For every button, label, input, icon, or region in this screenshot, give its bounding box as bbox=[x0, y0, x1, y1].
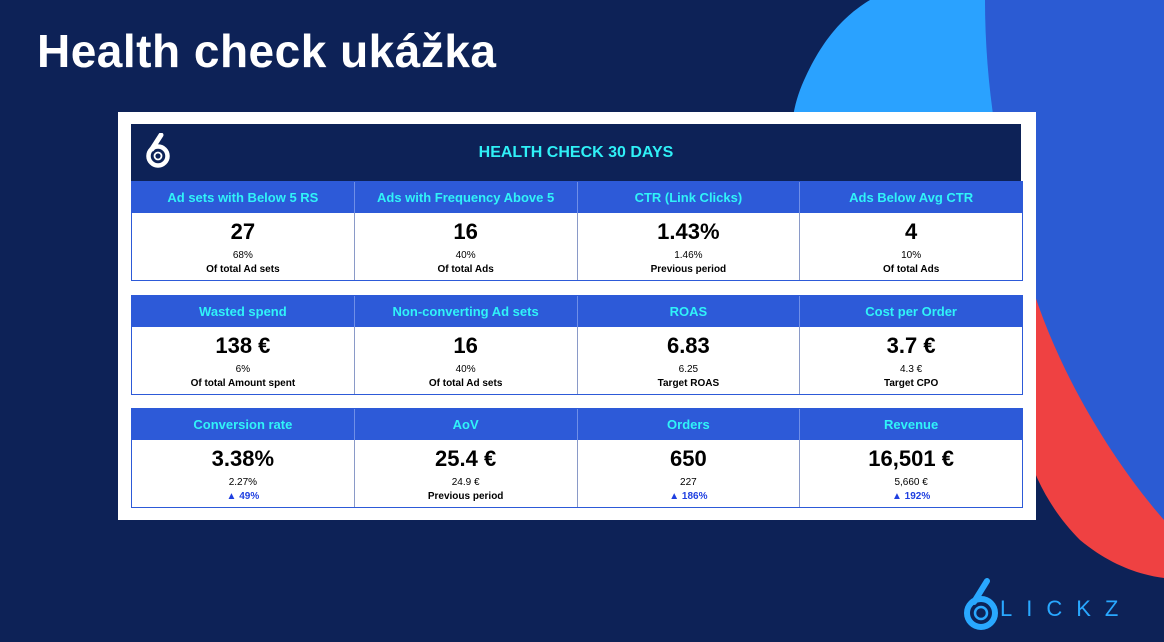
metric-label: Ad sets with Below 5 RS bbox=[132, 182, 355, 213]
metric-label: CTR (Link Clicks) bbox=[578, 182, 801, 213]
six-clickz-logo-icon bbox=[964, 578, 998, 630]
metric-note: Previous period bbox=[427, 491, 504, 502]
metric-comparison: 1.46% bbox=[674, 250, 703, 261]
metric-change-up: ▲ 192% bbox=[891, 491, 931, 502]
metric-card: 6.83 6.25 Target ROAS bbox=[578, 327, 801, 394]
metric-comparison: 227 bbox=[680, 477, 697, 488]
metrics-row-header: Wasted spend Non-converting Ad sets ROAS… bbox=[132, 296, 1022, 327]
metric-label: Conversion rate bbox=[132, 409, 355, 440]
metric-value: 4 bbox=[905, 219, 918, 244]
metric-label: ROAS bbox=[578, 296, 801, 327]
metric-comparison: 40% bbox=[455, 250, 476, 261]
metric-value: 16 bbox=[453, 219, 478, 244]
health-check-panel: HEALTH CHECK 30 DAYS Ad sets with Below … bbox=[118, 112, 1036, 520]
metrics-row-values: 27 68% Of total Ad sets 16 40% Of total … bbox=[132, 213, 1022, 280]
metric-value: 6.83 bbox=[666, 333, 710, 358]
metric-comparison: 10% bbox=[901, 250, 922, 261]
metric-card: 4 10% Of total Ads bbox=[800, 213, 1022, 280]
metric-comparison: 5,660 € bbox=[894, 477, 928, 488]
metric-value: 650 bbox=[670, 446, 707, 471]
metrics-row-3: Conversion rate AoV Orders Revenue 3.38%… bbox=[131, 408, 1023, 508]
metric-card: 650 227 ▲ 186% bbox=[578, 440, 801, 507]
metric-card: 138 € 6% Of total Amount spent bbox=[132, 327, 355, 394]
metric-label: Non-converting Ad sets bbox=[355, 296, 578, 327]
metrics-row-values: 3.38% 2.27% ▲ 49% 25.4 € 24.9 € Previous… bbox=[132, 440, 1022, 507]
metric-label: Revenue bbox=[884, 417, 939, 432]
metric-value: 16,501 € bbox=[868, 446, 954, 471]
metric-comparison: 4.3 € bbox=[900, 364, 923, 375]
metric-value: 1.43% bbox=[657, 219, 720, 244]
panel-title: HEALTH CHECK 30 DAYS bbox=[478, 144, 674, 161]
metrics-row-2: Wasted spend Non-converting Ad sets ROAS… bbox=[131, 295, 1023, 395]
metric-comparison: 40% bbox=[455, 364, 476, 375]
metric-note: Target CPO bbox=[883, 378, 939, 389]
metric-note: Of total Amount spent bbox=[190, 378, 296, 389]
metric-label: AoV bbox=[355, 409, 578, 440]
metric-note: Of total Ad sets bbox=[428, 378, 503, 389]
panel-header: HEALTH CHECK 30 DAYS bbox=[131, 124, 1021, 181]
metric-label: Orders bbox=[578, 409, 801, 440]
metric-card: 27 68% Of total Ad sets bbox=[132, 213, 355, 280]
metrics-row-values: 138 € 6% Of total Amount spent 16 40% Of… bbox=[132, 327, 1022, 394]
brand-wordmark: LICKZ bbox=[1000, 596, 1133, 621]
metric-value: 3.38% bbox=[211, 446, 275, 471]
metric-change-up: ▲ 186% bbox=[669, 491, 708, 502]
metric-note: Target ROAS bbox=[657, 378, 720, 389]
slide-title: Health check ukážka bbox=[37, 25, 497, 77]
metric-value: 138 € bbox=[215, 333, 271, 358]
metric-card: 16 40% Of total Ad sets bbox=[355, 327, 578, 394]
metric-card: 3.7 € 4.3 € Target CPO bbox=[800, 327, 1022, 394]
metric-comparison: 6% bbox=[235, 364, 251, 375]
metric-label: Ads Below Avg CTR bbox=[849, 190, 974, 205]
metric-card: 1.43% 1.46% Previous period bbox=[578, 213, 801, 280]
metric-comparison: 68% bbox=[232, 250, 253, 261]
metric-label: Ads with Frequency Above 5 bbox=[355, 182, 578, 213]
metric-value: 25.4 € bbox=[435, 446, 497, 471]
metric-value: 3.7 € bbox=[886, 333, 936, 358]
metric-card: 16 40% Of total Ads bbox=[355, 213, 578, 280]
metric-label: Cost per Order bbox=[865, 304, 957, 319]
six-clickz-logo-icon bbox=[146, 133, 170, 168]
metric-note: Previous period bbox=[650, 264, 727, 275]
metrics-row-header: Conversion rate AoV Orders Revenue bbox=[132, 409, 1022, 440]
metric-card: 16,501 € 5,660 € ▲ 192% bbox=[800, 440, 1022, 507]
metric-note: Of total Ads bbox=[882, 264, 940, 275]
metric-note: Of total Ads bbox=[437, 264, 494, 275]
metric-card: 25.4 € 24.9 € Previous period bbox=[355, 440, 578, 507]
metric-label: Wasted spend bbox=[132, 296, 355, 327]
metric-note: Of total Ad sets bbox=[206, 264, 280, 275]
metric-value: 27 bbox=[230, 219, 256, 244]
metric-comparison: 24.9 € bbox=[451, 477, 480, 488]
metric-card: 3.38% 2.27% ▲ 49% bbox=[132, 440, 355, 507]
metric-change-up: ▲ 49% bbox=[226, 491, 260, 502]
metrics-row-header: Ad sets with Below 5 RS Ads with Frequen… bbox=[132, 182, 1022, 213]
metric-value: 16 bbox=[453, 333, 478, 358]
metric-comparison: 2.27% bbox=[228, 477, 258, 488]
metric-comparison: 6.25 bbox=[678, 364, 699, 375]
metrics-row-1: Ad sets with Below 5 RS Ads with Frequen… bbox=[131, 181, 1023, 281]
